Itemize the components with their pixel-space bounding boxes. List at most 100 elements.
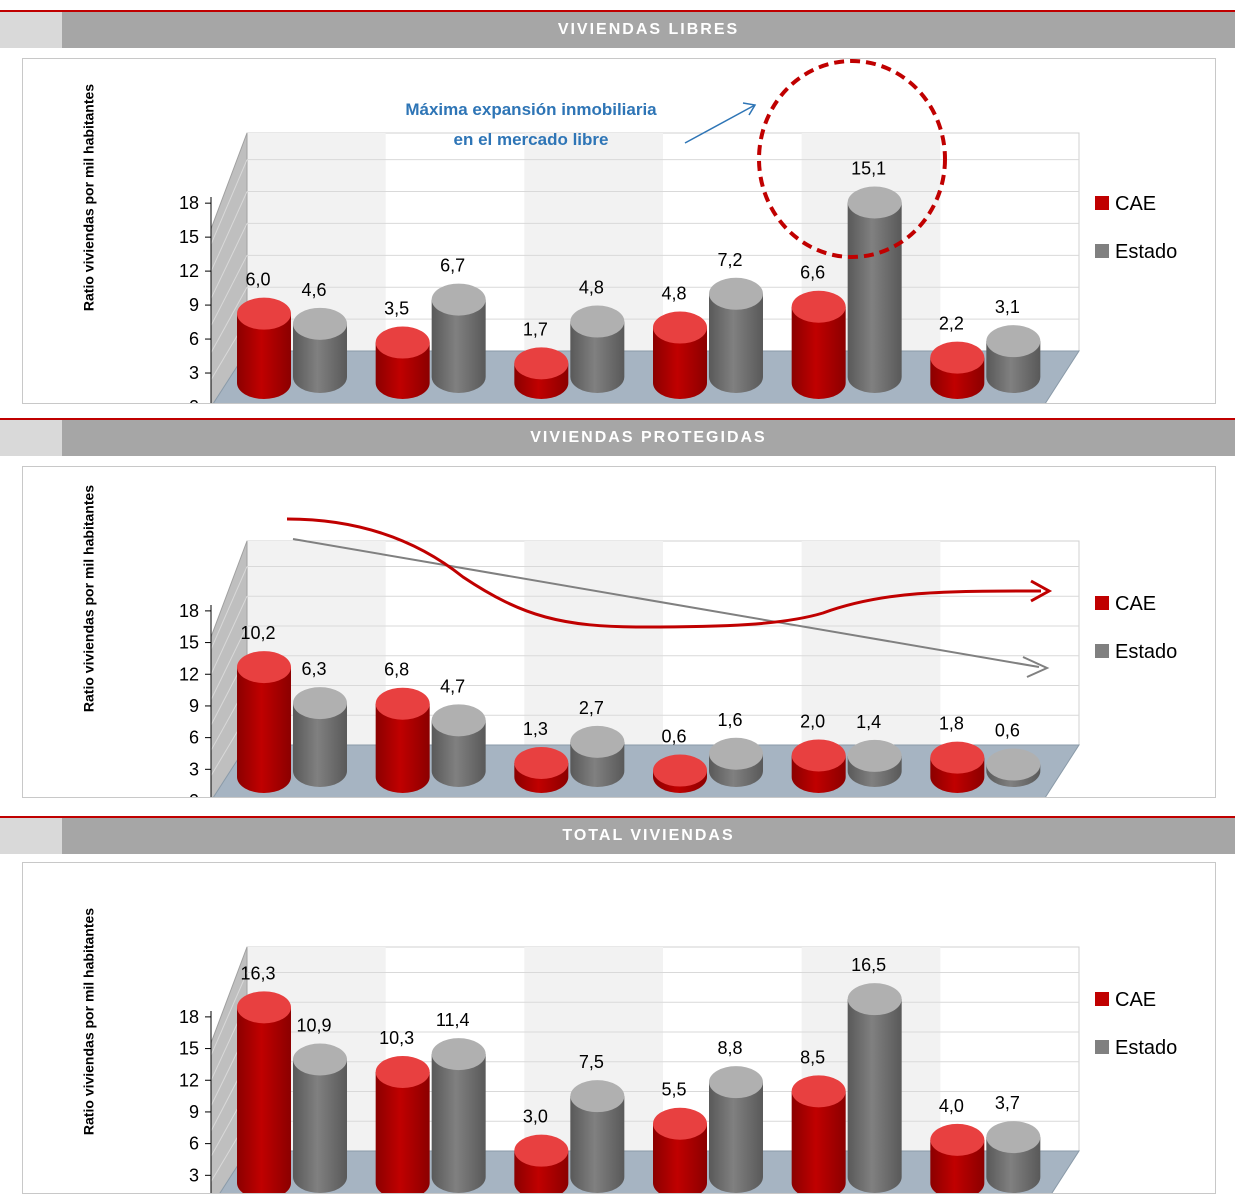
cylinder-body [709,1082,763,1193]
data-label-cae: 1,3 [523,719,548,739]
legend-swatch [1095,992,1109,1006]
cylinder-top [847,739,902,772]
cylinder-body [653,327,707,399]
bar-estado-2007-13 [986,748,1041,787]
data-label-cae: 10,3 [379,1028,414,1048]
cae-trend-arrowhead [1030,579,1053,603]
y-tick-label: 3 [189,1165,199,1185]
cylinder-top [431,1038,486,1071]
bar-cae-1960-69 [237,651,291,793]
bar-cae-2007-13 [930,741,985,793]
cylinder-top [237,651,291,684]
cylinder-body [986,1137,1041,1193]
y-axis-label: Ratio viviendas por mil habitantes [80,907,97,1136]
cylinder-body [375,342,430,399]
bar-estado-1960-69 [293,1043,347,1193]
legend-label: Estado [1115,641,1177,663]
section-title: TOTAL VIVIENDAS [562,827,735,844]
y-tick-label: 15 [179,1039,199,1059]
data-label-estado: 8,8 [717,1038,742,1058]
cylinder-top [986,748,1041,781]
bar-estado-1970-79 [431,704,486,787]
y-tick-label: 15 [179,633,199,653]
annotation-line-1: Máxima expansión inmobiliaria [405,100,657,119]
data-label-estado: 15,1 [851,159,886,179]
bar-cae-2000-06 [791,290,846,399]
bar-cae-1970-79 [375,1055,430,1198]
cylinder-top [791,739,846,772]
cylinder-top [375,326,430,359]
cylinder-top [930,341,985,374]
bar-estado-2007-13 [986,325,1041,393]
cylinder-top [653,1107,707,1140]
y-tick-label: 6 [189,329,199,349]
gridline-side [210,223,248,299]
cylinder-top [653,311,707,344]
cylinder-body [237,1007,291,1198]
chart-panel-protegidas: Ratio viviendas por mil habitantes 0 3 6 9 1… [22,466,1216,835]
chart-panel-total: Ratio viviendas por mil habitantes 03691… [22,862,1216,1198]
data-label-estado: 3,7 [995,1093,1020,1113]
legend-label: CAE [1115,193,1156,215]
data-label-cae: 16,3 [240,963,275,983]
cylinder-top [791,290,846,323]
annotation-line-2: en el mercado libre [454,130,609,149]
cylinder-body [709,293,763,393]
chart-panel-libres: Ratio viviendas por mil habitantes 0 3 6 9 1… [22,58,1216,441]
band-left-block [0,818,62,854]
cylinder-top [237,297,291,330]
cylinder-body [791,1091,846,1198]
data-label-cae: 2,0 [800,711,825,731]
cylinder-top [431,283,486,316]
cylinder-top [847,186,902,219]
gridline-side [210,286,248,354]
y-tick-label: 9 [189,1102,199,1122]
wall-band [801,541,941,745]
y-tick-label: 0 [189,397,199,403]
bar-cae-2000-06 [791,1075,846,1198]
cylinder-top [514,347,569,380]
bar-cae-1990-99 [653,311,707,399]
cylinder-top [930,741,985,774]
cylinder-body [375,1071,430,1198]
data-label-cae: 10,2 [240,623,275,643]
data-label-cae: 6,0 [245,270,270,290]
y-tick-label: 12 [179,664,199,684]
bar-estado-1980-89 [570,305,625,393]
cylinder-body [237,667,291,793]
bar-estado-1960-69 [293,687,347,787]
y-tick-label: 6 [189,728,199,748]
data-label-cae: 4,0 [939,1096,964,1116]
bar-estado-1980-89 [570,725,625,787]
data-label-cae: 6,6 [800,263,825,283]
section-title: VIVIENDAS PROTEGIDAS [530,429,767,446]
legend-swatch [1095,596,1109,610]
legend-swatch [1095,244,1109,258]
cylinder-body [570,321,625,393]
data-label-cae: 1,8 [939,714,964,734]
gridline-side [210,566,248,650]
legend-label: Estado [1115,241,1177,263]
cylinder-top [847,983,902,1016]
bar-cae-1970-79 [375,687,430,793]
cylinder-body [293,703,347,787]
chart-total: 03691215181960-691970-791980-891990-9920… [179,946,1177,1198]
bar-estado-2000-06 [847,983,902,1193]
data-label-cae: 4,8 [661,284,686,304]
data-label-cae: 6,8 [384,660,409,680]
cylinder-body [293,1059,347,1193]
bar-estado-1990-99 [709,277,763,393]
estado-trend-line [292,538,1040,668]
legend-swatch [1095,196,1109,210]
y-tick-label: 18 [179,1007,199,1027]
legend-label: Estado [1115,1037,1177,1059]
wall-band [524,541,663,745]
bar-cae-1970-79 [375,326,430,399]
bar-estado-1990-99 [709,737,763,787]
cylinder-top [375,687,430,720]
cylinder-top [709,737,763,770]
cylinder-body [570,1096,625,1193]
annotation-arrow [684,104,756,144]
gridline-side [210,625,248,701]
bar-cae-1980-89 [514,347,569,399]
